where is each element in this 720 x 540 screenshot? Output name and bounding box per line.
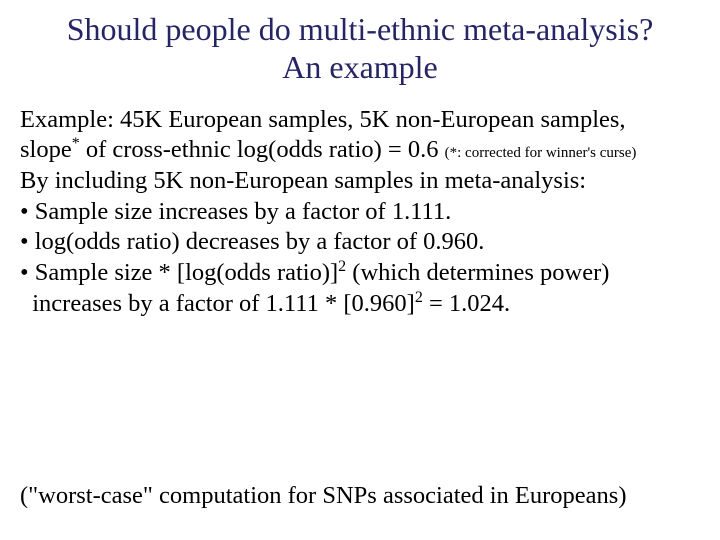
bullet-3-line-1: • Sample size * [log(odds ratio)]2 (whic… [20, 258, 700, 289]
title-line-1: Should people do multi-ethnic meta-analy… [67, 11, 654, 47]
inclusion-line: By including 5K non-European samples in … [20, 166, 700, 197]
bullet3-mid: (which determines power) [346, 259, 609, 286]
bullet3-pre: • Sample size * [log(odds ratio)] [20, 259, 338, 286]
bullet-2: • log(odds ratio) decreases by a factor … [20, 227, 700, 258]
slope-value: of cross-ethnic log(odds ratio) = 0.6 [80, 136, 445, 163]
title-line-2: An example [282, 49, 438, 85]
slide-title: Should people do multi-ethnic meta-analy… [20, 10, 700, 87]
footer-note: ("worst-case" computation for SNPs assoc… [20, 482, 627, 510]
bullet3b-pre: increases by a factor of 1.111 * [0.960] [20, 290, 415, 317]
example-line-2: slope* of cross-ethnic log(odds ratio) =… [20, 135, 700, 166]
correction-note: (*: corrected for winner's curse) [445, 145, 637, 161]
bullet3-sup1: 2 [338, 258, 346, 275]
bullet-3-line-2: increases by a factor of 1.111 * [0.960]… [20, 289, 700, 320]
body-content: Example: 45K European samples, 5K non-Eu… [20, 105, 700, 319]
slope-asterisk: * [72, 135, 80, 152]
bullet3b-sup: 2 [415, 288, 423, 305]
slope-word: slope [20, 136, 72, 163]
bullet-1: • Sample size increases by a factor of 1… [20, 197, 700, 228]
bullet3b-end: = 1.024. [423, 290, 510, 317]
example-line-1: Example: 45K European samples, 5K non-Eu… [20, 105, 700, 136]
